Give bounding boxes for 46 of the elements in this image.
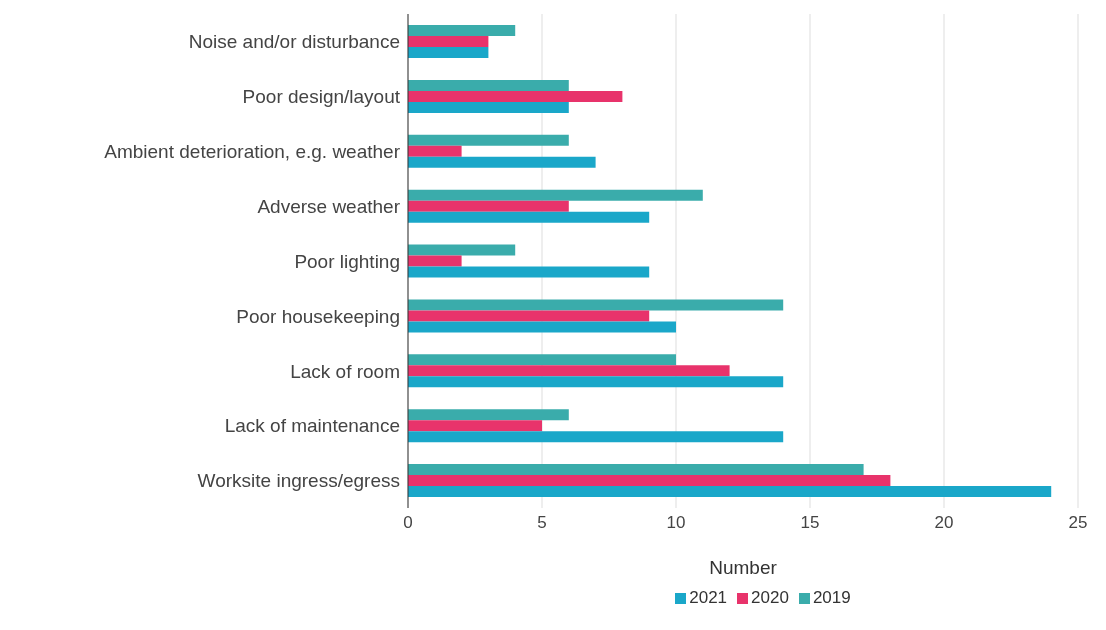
bar [408,321,676,333]
bar [408,486,1052,498]
y-tick-label: Poor lighting [294,250,400,272]
bar [408,79,569,91]
x-tick-label: 0 [403,513,413,533]
x-tick-label: 5 [537,513,547,533]
bar [408,266,650,278]
bar [408,299,784,311]
x-tick-label: 10 [666,513,686,533]
y-tick-label: Poor housekeeping [236,305,400,327]
bar [408,134,569,146]
bar [408,365,730,377]
bar [408,310,650,322]
bar [408,101,569,113]
y-tick-label: Worksite ingress/egress [197,470,400,492]
x-tick-label: 25 [1068,513,1088,533]
bar [408,431,784,443]
legend-label: 2021 [688,588,728,608]
bar [408,47,489,58]
y-tick-label: Noise and/or disturbance [188,31,400,53]
bar [408,189,703,201]
y-tick-label: Lack of room [290,360,400,382]
y-tick-label: Poor design/layout [242,86,401,108]
legend-label: 2020 [750,588,789,608]
legend-label: 2019 [811,588,851,608]
x-tick-label: 20 [934,513,954,533]
bar [408,36,489,47]
bar [408,244,516,256]
y-tick-label: Lack of maintenance [224,415,400,437]
y-tick-label: Adverse weather [257,195,401,217]
bar [408,200,569,212]
bar [408,409,569,421]
bar [408,464,864,476]
bar [408,211,650,223]
bar [408,376,784,388]
bar [408,255,462,267]
bar [408,354,676,366]
bar [408,420,542,432]
bar [408,90,623,102]
bar [408,475,891,487]
bar [408,25,516,36]
bar [408,156,596,168]
x-tick-label: 15 [800,513,820,533]
bar [408,145,462,157]
y-tick-label: Ambient deterioration, e.g. weather [104,140,401,162]
x-axis-title: Number [709,557,778,578]
